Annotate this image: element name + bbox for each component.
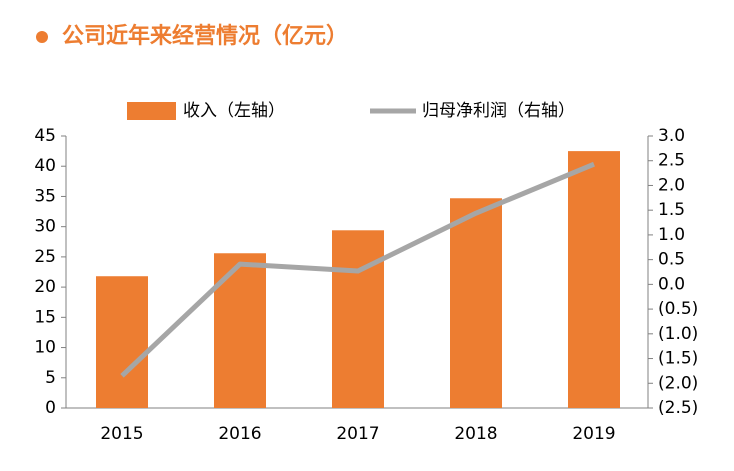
- y-tick-label: 10: [34, 338, 56, 358]
- y-tick-label: 45: [34, 126, 56, 146]
- y-tick-label: 0: [45, 398, 56, 418]
- line: [120, 161, 595, 378]
- y2-tick-label: 1.5: [658, 200, 685, 220]
- bar: [332, 230, 384, 408]
- y-tick-label: 15: [34, 307, 56, 327]
- y-tick-label: 20: [34, 277, 56, 297]
- y2-tick-label: 2.0: [658, 175, 685, 195]
- x-tick-label: 2015: [100, 424, 143, 444]
- y2-tick-label: 0.5: [658, 250, 685, 270]
- y-tick-label: 30: [34, 217, 56, 237]
- legend-label: 收入（左轴）: [183, 101, 285, 121]
- y-tick-label: 5: [45, 368, 56, 388]
- y2-tick-label: 3.0: [658, 126, 685, 146]
- title-bullet: [36, 31, 48, 43]
- y2-tick-label: (0.5): [658, 299, 698, 319]
- bar: [450, 198, 502, 408]
- bar: [568, 151, 620, 408]
- y2-tick-label: 1.0: [658, 225, 685, 245]
- y-tick-label: 40: [34, 156, 56, 176]
- bar: [214, 253, 266, 408]
- y2-tick-label: 0.0: [658, 274, 685, 294]
- x-tick-label: 2019: [572, 424, 615, 444]
- y-tick-label: 25: [34, 247, 56, 267]
- y2-tick-label: (2.0): [658, 373, 698, 393]
- legend-swatch: [127, 102, 176, 120]
- legend-label: 归母净利润（右轴）: [422, 101, 575, 121]
- y-tick-label: 35: [34, 186, 56, 206]
- bar: [96, 276, 148, 408]
- y2-tick-label: (1.0): [658, 324, 698, 344]
- y2-tick-label: (1.5): [658, 349, 698, 369]
- y2-tick-label: 2.5: [658, 151, 685, 171]
- x-tick-label: 2016: [218, 424, 261, 444]
- x-tick-label: 2017: [336, 424, 379, 444]
- chart-title: 公司近年来经营情况（亿元）: [62, 23, 348, 49]
- x-tick-label: 2018: [454, 424, 497, 444]
- y2-tick-label: (2.5): [658, 398, 698, 418]
